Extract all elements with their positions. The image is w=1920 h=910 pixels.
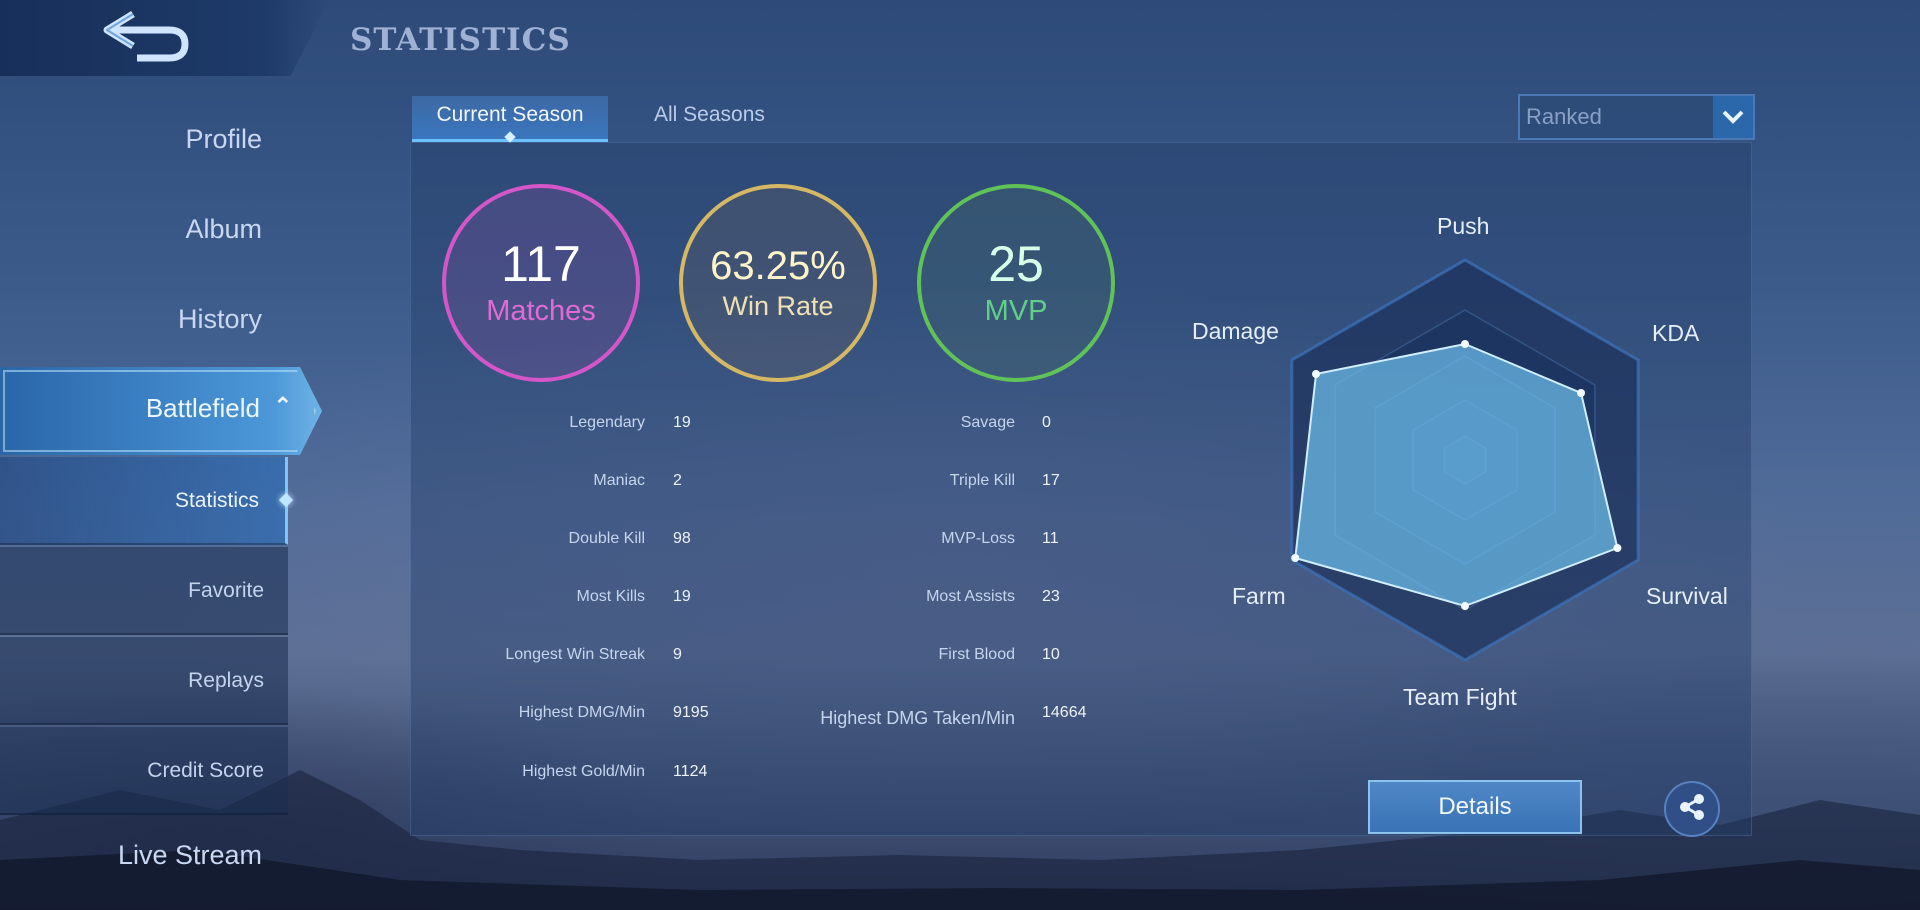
stat-label: Most Assists [926,588,1015,605]
battlefield-highlight-frame [3,370,316,452]
matches-value: 117 [501,236,581,293]
stat-value: 10 [1042,646,1060,663]
page-title: STATISTICS [350,22,571,58]
win-rate-circle: 63.25% Win Rate [679,184,877,382]
radar-point-kda [1577,389,1586,397]
chevron-up-icon: ⌃ [273,393,292,418]
stat-label: Highest DMG Taken/Min [820,708,1015,728]
performance-radar-chart [1290,258,1640,662]
nav-subitem-label: Replays [188,669,264,692]
mvp-label: MVP [984,294,1048,327]
radar-label-survival: Survival [1646,583,1728,609]
stat-label: Double Kill [568,530,645,547]
radar-label-push: Push [1437,213,1490,239]
back-button[interactable] [0,0,330,76]
stat-label: MVP-Loss [941,530,1015,547]
season-tabs: Current Season All Seasons [412,96,785,142]
radar-point-damage [1312,370,1321,378]
nav-item-profile[interactable]: Profile [185,124,262,154]
stat-value: 17 [1042,472,1060,489]
mvp-value: 25 [988,236,1044,293]
stat-value: 19 [673,414,691,431]
stat-value: 9 [673,646,682,663]
matches-circle: 117 Matches [442,184,640,382]
matches-label: Matches [486,294,596,327]
nav-item-live-stream[interactable]: Live Stream [117,840,262,870]
stat-label: Triple Kill [949,472,1015,489]
stat-label: Highest Gold/Min [522,763,645,780]
nav-item-history[interactable]: History [177,304,262,334]
stat-value: 1124 [673,763,708,780]
mvp-circle: 25 MVP [917,184,1115,382]
stat-label: Highest DMG/Min [518,704,645,721]
background-mountains [0,770,1920,910]
stat-value: 23 [1042,588,1060,605]
stat-value: 9195 [673,704,709,721]
share-button[interactable] [1664,781,1720,837]
win-rate-label: Win Rate [722,290,834,321]
back-arrow-icon [103,8,193,69]
nav-subitem-credit-score[interactable]: Credit Score [0,727,288,815]
radar-point-push [1461,340,1469,348]
stat-value: 2 [673,472,682,489]
radar-label-team-fight: Team Fight [1403,684,1517,710]
nav-item-battlefield[interactable]: Battlefield ⌃ [0,367,322,455]
nav-item-label: Battlefield [145,393,260,423]
stat-label: Longest Win Streak [505,646,645,663]
stat-value: 14664 [1042,704,1087,721]
stat-value: 19 [673,588,691,605]
share-icon [1676,791,1708,828]
stat-value: 0 [1042,414,1051,431]
stat-label: First Blood [938,646,1015,663]
tab-current-season[interactable]: Current Season [412,96,608,142]
stat-label: Maniac [593,472,645,489]
nav-item-album[interactable]: Album [185,214,262,244]
nav-subitem-statistics[interactable]: Statistics [0,457,294,545]
nav-subitem-replays[interactable]: Replays [0,637,288,725]
stat-value: 11 [1042,530,1059,547]
nav-subitem-label: Credit Score [147,759,264,782]
radar-label-farm: Farm [1232,583,1286,609]
stat-label: Most Kills [576,588,645,605]
radar-label-damage: Damage [1192,318,1279,344]
stat-label: Legendary [569,414,645,431]
nav-subitem-favorite[interactable]: Favorite [0,547,288,635]
mode-select[interactable]: Ranked [1518,94,1755,140]
radar-label-kda: KDA [1652,320,1700,346]
radar-point-survival [1613,544,1622,552]
tab-all-seasons[interactable]: All Seasons [654,103,765,126]
active-indicator-icon [278,492,294,508]
win-rate-value: 63.25% [710,243,846,288]
chevron-down-icon[interactable] [1713,96,1753,138]
nav-subitem-label: Favorite [188,579,264,602]
radar-point-farm [1291,554,1300,562]
details-button[interactable]: Details [1368,780,1582,834]
radar-point-team-fight [1461,602,1469,610]
stat-value: 98 [673,530,691,547]
mode-select-value: Ranked [1526,104,1602,129]
nav-subitem-label: Statistics [174,489,259,512]
stat-label: Savage [960,414,1015,431]
